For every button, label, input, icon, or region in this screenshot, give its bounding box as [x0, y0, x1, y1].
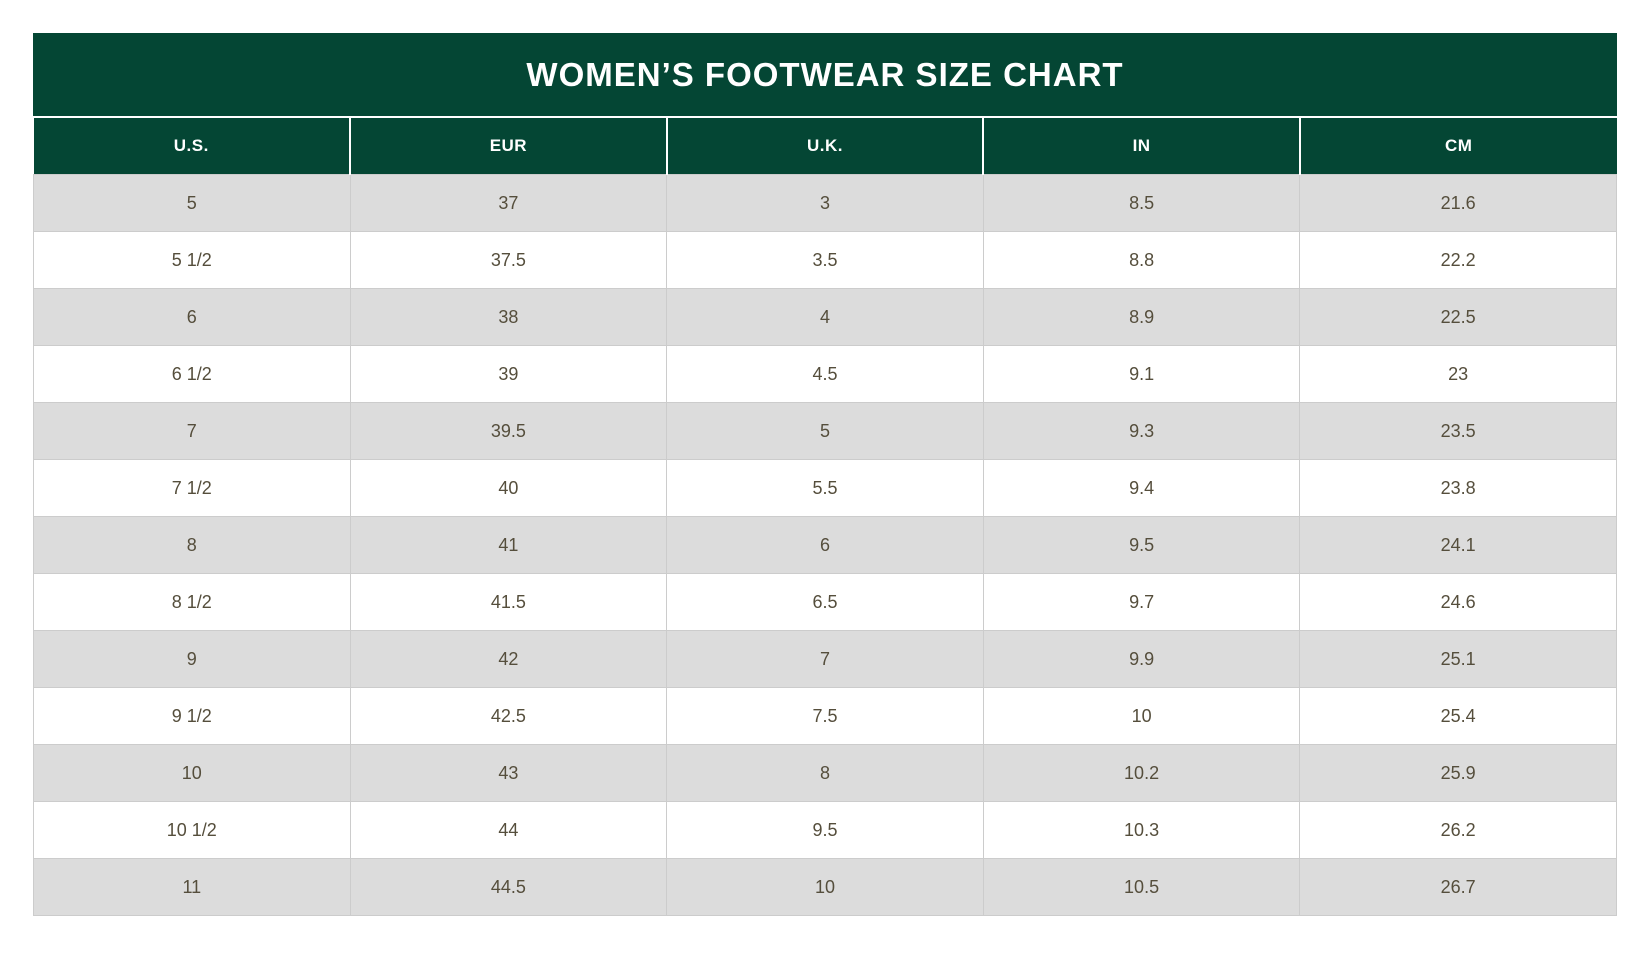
- size-cell: 44.5: [349, 858, 668, 916]
- size-cell: 9.5: [666, 801, 984, 859]
- size-cell: 10: [666, 858, 984, 916]
- size-cell: 22.2: [1299, 231, 1617, 289]
- size-cell: 39: [349, 345, 668, 403]
- table-row: 11 44.5 10 10.5 26.7: [33, 858, 1617, 916]
- header-row: U.S. EUR U.K. IN CM: [33, 118, 1617, 175]
- table-row: 7 39.5 5 9.3 23.5: [33, 402, 1617, 460]
- size-cell: 8 1/2: [33, 573, 351, 631]
- size-cell: 44: [349, 801, 668, 859]
- table-row: 8 1/2 41.5 6.5 9.7 24.6: [33, 573, 1617, 631]
- size-cell: 10.2: [982, 744, 1301, 802]
- size-cell: 37: [349, 174, 668, 232]
- size-cell: 42.5: [349, 687, 668, 745]
- size-cell: 11: [33, 858, 351, 916]
- size-cell: 9.1: [982, 345, 1301, 403]
- size-cell: 9.3: [982, 402, 1301, 460]
- size-cell: 9.9: [982, 630, 1301, 688]
- size-cell: 26.7: [1299, 858, 1617, 916]
- column-header: IN: [982, 118, 1300, 175]
- size-cell: 25.9: [1299, 744, 1617, 802]
- size-cell: 10 1/2: [33, 801, 351, 859]
- size-cell: 9: [33, 630, 351, 688]
- size-table-head: U.S. EUR U.K. IN CM: [33, 118, 1617, 175]
- size-cell: 5: [666, 402, 984, 460]
- table-row: 10 43 8 10.2 25.9: [33, 744, 1617, 802]
- size-cell: 39.5: [349, 402, 668, 460]
- size-cell: 23.8: [1299, 459, 1617, 517]
- size-cell: 8.9: [982, 288, 1301, 346]
- size-cell: 6 1/2: [33, 345, 351, 403]
- size-cell: 6: [33, 288, 351, 346]
- size-cell: 40: [349, 459, 668, 517]
- table-row: 5 1/2 37.5 3.5 8.8 22.2: [33, 231, 1617, 289]
- size-cell: 41: [349, 516, 668, 574]
- size-cell: 24.6: [1299, 573, 1617, 631]
- column-header: U.K.: [665, 118, 984, 175]
- table-row: 9 1/2 42.5 7.5 10 25.4: [33, 687, 1617, 745]
- column-header: CM: [1298, 118, 1617, 175]
- size-cell: 7.5: [666, 687, 984, 745]
- table-row: 6 1/2 39 4.5 9.1 23: [33, 345, 1617, 403]
- size-cell: 25.1: [1299, 630, 1617, 688]
- size-table: U.S. EUR U.K. IN CM 5 37 3 8.5 21.6 5 1/2 37.5 3.5 8…: [33, 118, 1617, 916]
- size-table-body: 5 37 3 8.5 21.6 5 1/2 37.5 3.5 8.8 22.2 6 38 4 8.9 22.…: [33, 174, 1617, 916]
- size-cell: 6.5: [666, 573, 984, 631]
- size-cell: 3: [666, 174, 984, 232]
- size-chart: WOMEN’S FOOTWEAR SIZE CHART U.S. EUR U.K. I…: [33, 33, 1617, 916]
- size-cell: 4.5: [666, 345, 984, 403]
- size-cell: 8.8: [982, 231, 1301, 289]
- size-cell: 10: [33, 744, 351, 802]
- size-cell: 9.4: [982, 459, 1301, 517]
- size-cell: 10: [982, 687, 1301, 745]
- size-cell: 25.4: [1299, 687, 1617, 745]
- size-cell: 37.5: [349, 231, 668, 289]
- size-cell: 9.5: [982, 516, 1301, 574]
- size-cell: 41.5: [349, 573, 668, 631]
- size-cell: 38: [349, 288, 668, 346]
- size-cell: 6: [666, 516, 984, 574]
- size-cell: 9 1/2: [33, 687, 351, 745]
- page-title: WOMEN’S FOOTWEAR SIZE CHART: [33, 33, 1617, 116]
- column-header: EUR: [349, 118, 667, 175]
- size-cell: 43: [349, 744, 668, 802]
- table-row: 6 38 4 8.9 22.5: [33, 288, 1617, 346]
- size-cell: 42: [349, 630, 668, 688]
- size-cell: 9.7: [982, 573, 1301, 631]
- size-cell: 22.5: [1299, 288, 1617, 346]
- size-cell: 23.5: [1299, 402, 1617, 460]
- size-cell: 23: [1299, 345, 1617, 403]
- size-cell: 8: [666, 744, 984, 802]
- size-cell: 7 1/2: [33, 459, 351, 517]
- size-cell: 5.5: [666, 459, 984, 517]
- table-row: 10 1/2 44 9.5 10.3 26.2: [33, 801, 1617, 859]
- size-cell: 3.5: [666, 231, 984, 289]
- column-header: U.S.: [33, 118, 351, 175]
- size-cell: 4: [666, 288, 984, 346]
- size-cell: 21.6: [1299, 174, 1617, 232]
- size-cell: 5: [33, 174, 351, 232]
- size-cell: 24.1: [1299, 516, 1617, 574]
- size-cell: 8.5: [982, 174, 1301, 232]
- size-cell: 8: [33, 516, 351, 574]
- size-cell: 10.5: [982, 858, 1301, 916]
- size-cell: 5 1/2: [33, 231, 351, 289]
- size-cell: 7: [666, 630, 984, 688]
- table-row: 7 1/2 40 5.5 9.4 23.8: [33, 459, 1617, 517]
- table-row: 5 37 3 8.5 21.6: [33, 174, 1617, 232]
- size-cell: 26.2: [1299, 801, 1617, 859]
- size-cell: 7: [33, 402, 351, 460]
- size-cell: 10.3: [982, 801, 1301, 859]
- table-row: 8 41 6 9.5 24.1: [33, 516, 1617, 574]
- table-row: 9 42 7 9.9 25.1: [33, 630, 1617, 688]
